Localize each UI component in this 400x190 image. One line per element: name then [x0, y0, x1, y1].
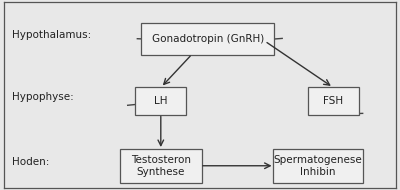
- FancyBboxPatch shape: [120, 149, 202, 183]
- FancyBboxPatch shape: [308, 87, 359, 115]
- FancyBboxPatch shape: [135, 87, 186, 115]
- Text: LH: LH: [154, 96, 168, 106]
- Text: Hypothalamus:: Hypothalamus:: [12, 30, 91, 40]
- Text: Testosteron
Synthese: Testosteron Synthese: [131, 155, 191, 177]
- FancyBboxPatch shape: [141, 23, 274, 55]
- Text: Hoden:: Hoden:: [12, 157, 49, 167]
- FancyBboxPatch shape: [272, 149, 363, 183]
- Text: Hypophyse:: Hypophyse:: [12, 92, 74, 102]
- Text: Spermatogenese
Inhibin: Spermatogenese Inhibin: [273, 155, 362, 177]
- Text: Gonadotropin (GnRH): Gonadotropin (GnRH): [152, 34, 264, 44]
- Text: FSH: FSH: [323, 96, 343, 106]
